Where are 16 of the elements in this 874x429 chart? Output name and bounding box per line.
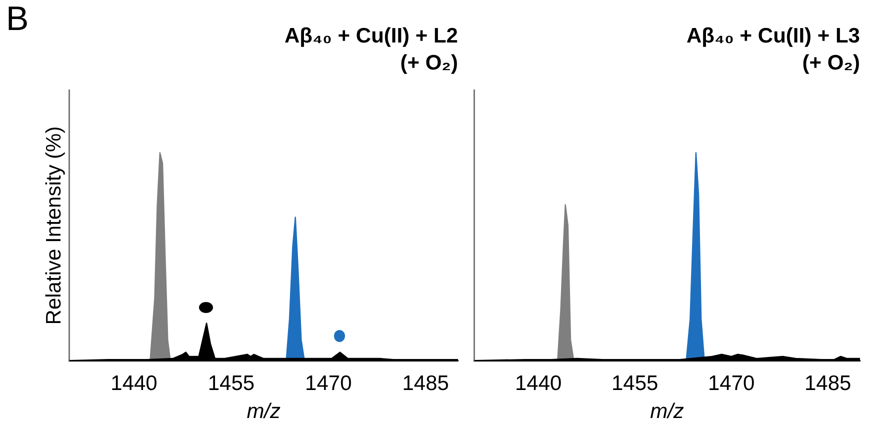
x-tick-label: 1485 <box>402 372 449 395</box>
x-tick-label: 1440 <box>110 372 158 395</box>
chart-subtitle: (+ O₂) <box>802 52 860 75</box>
x-tick-label: 1455 <box>611 372 658 395</box>
x-axis-title: m/z <box>650 400 684 424</box>
x-tick-label: 1455 <box>208 372 255 395</box>
x-tick-label: 1470 <box>305 372 352 395</box>
chart-subtitle: (+ O₂) <box>400 52 458 75</box>
chart-title: Aβ₄₀ + Cu(II) + L2 <box>284 24 458 48</box>
y-axis-title: Relative Intensity (%) <box>42 126 66 325</box>
x-axis-title: m/z <box>246 400 282 424</box>
text: B <box>6 0 29 39</box>
x-tick-label: 1440 <box>514 372 562 395</box>
chart-title: Aβ₄₀ + Cu(II) + L3 <box>686 24 860 48</box>
x-tick-label: 1485 <box>804 372 852 395</box>
x-tick-label: 1470 <box>708 372 755 395</box>
